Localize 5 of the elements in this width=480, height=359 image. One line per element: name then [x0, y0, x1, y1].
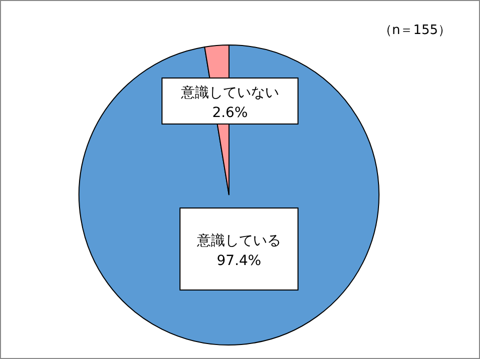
- data-label: 2.6%: [212, 105, 248, 121]
- slice-label: 意識していない: [180, 85, 279, 101]
- slice-label: 意識している: [196, 233, 281, 249]
- data-label: 97.4%: [216, 253, 262, 269]
- text: （n＝155）: [378, 23, 452, 38]
